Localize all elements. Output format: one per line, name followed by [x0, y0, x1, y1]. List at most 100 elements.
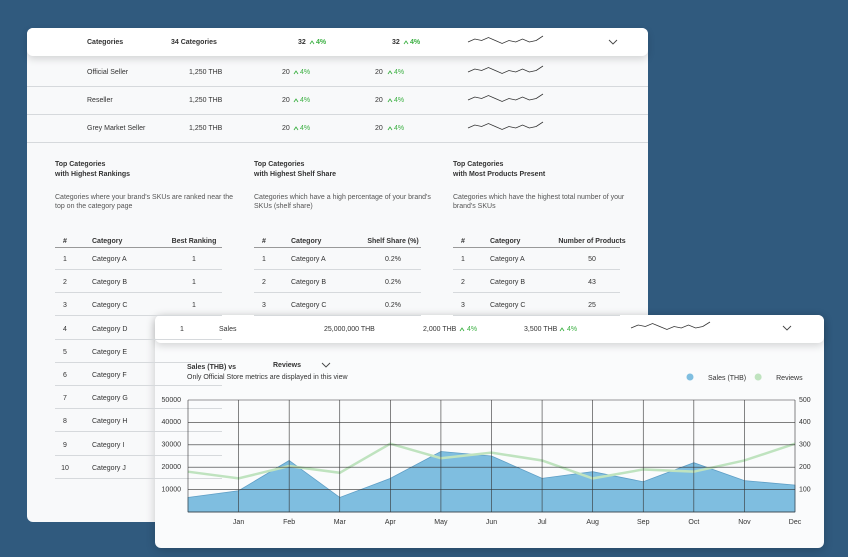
table-cell: Category B	[490, 279, 526, 287]
table-cell: Category C	[490, 302, 526, 310]
table-cell: 7	[63, 395, 67, 403]
row-metric: 20	[375, 69, 383, 76]
column-header: Category	[291, 238, 322, 245]
row-change: 4%	[300, 69, 311, 76]
row-name: Reseller	[87, 97, 113, 104]
sales-header-bar[interactable]	[155, 315, 824, 343]
table-separator	[55, 454, 222, 456]
header-change: 4%	[567, 326, 578, 333]
table-cell: 9	[63, 441, 67, 449]
table-cell: Category A	[291, 256, 326, 263]
table-separator	[254, 315, 421, 317]
row-separator	[27, 86, 648, 87]
table-cell: 2	[262, 279, 266, 287]
row-metric: 20	[282, 125, 290, 132]
row-change: 4%	[394, 69, 405, 76]
table-cell: 25	[588, 302, 596, 310]
row-metric: 20	[282, 97, 290, 104]
table-cell: 1	[192, 256, 196, 263]
table-cell: 3	[63, 302, 67, 310]
table-cell: 10	[61, 464, 69, 472]
table-cell: 4	[63, 325, 67, 333]
section-title: Top Categories	[55, 161, 106, 168]
row-metric: 20	[375, 125, 383, 132]
table-separator	[254, 292, 421, 294]
header-metric: 32	[298, 39, 306, 46]
table-cell: 43	[588, 279, 596, 287]
header-metric: 3,500 THB	[524, 326, 558, 333]
row-separator	[27, 114, 648, 115]
header-total: 25,000,000 THB	[324, 326, 375, 333]
table-cell: 0.2%	[385, 256, 401, 263]
section-description: Categories which have a high percentage …	[254, 194, 431, 210]
column-header: Category	[92, 238, 123, 245]
section-description: Categories where your brand's SKUs are r…	[55, 194, 233, 210]
table-separator	[254, 247, 421, 248]
row-change: 4%	[300, 125, 311, 132]
row-metric: 20	[375, 97, 383, 104]
header-metric: 32	[392, 39, 400, 46]
table-cell: 1	[262, 256, 266, 263]
header-name: Sales	[219, 326, 237, 333]
row-separator	[27, 142, 648, 143]
table-cell: 2	[461, 279, 465, 287]
table-separator	[55, 408, 222, 410]
table-cell: 1	[192, 302, 196, 310]
header-metric: 2,000 THB	[423, 326, 457, 333]
table-cell: 1	[63, 256, 67, 263]
table-cell: Category I	[92, 441, 125, 449]
table-separator	[55, 247, 222, 248]
table-cell: Category B	[291, 279, 327, 287]
section-title: with Most Products Present	[453, 171, 546, 178]
table-separator	[55, 269, 222, 270]
front-panel	[155, 315, 824, 548]
row-price: 1,250 THB	[189, 69, 223, 76]
table-cell: Category J	[92, 464, 126, 472]
column-header: #	[461, 238, 465, 245]
table-separator	[55, 338, 222, 340]
table-cell: 8	[63, 418, 67, 426]
row-name: Grey Market Seller	[87, 125, 146, 132]
table-cell: 1	[461, 256, 465, 263]
table-cell: 3	[262, 302, 266, 310]
section-title: Top Categories	[254, 161, 305, 168]
row-change: 4%	[394, 97, 405, 104]
table-cell: 2	[63, 279, 67, 287]
column-header: Shelf Share (%)	[367, 238, 419, 245]
category-header-bar[interactable]	[27, 28, 648, 56]
row-price: 1,250 THB	[189, 125, 223, 132]
row-metric: 20	[282, 69, 290, 76]
table-cell: Category A	[490, 256, 525, 263]
header-count: 34 Categories	[171, 39, 217, 46]
column-header: Best Ranking	[171, 238, 217, 245]
table-separator	[453, 292, 620, 294]
table-cell: 6	[63, 372, 67, 379]
header-change: 4%	[410, 39, 421, 46]
table-cell: 3	[461, 302, 465, 310]
table-cell: Category C	[291, 302, 327, 310]
column-header: Number of Products	[558, 238, 626, 245]
table-separator	[254, 269, 421, 270]
section-description: Categories which have the highest total …	[453, 194, 625, 210]
table-cell: Category B	[92, 279, 128, 287]
table-separator	[453, 247, 620, 248]
table-cell: Category D	[92, 325, 128, 333]
header-rank: 1	[180, 326, 184, 333]
column-header: #	[63, 238, 67, 245]
table-cell: Category E	[92, 348, 128, 356]
table-separator	[55, 431, 222, 433]
table-separator	[55, 385, 222, 386]
table-cell: 0.2%	[385, 279, 401, 287]
table-separator	[55, 292, 222, 294]
table-separator	[453, 315, 620, 317]
row-change: 4%	[300, 97, 311, 104]
table-separator	[55, 361, 222, 363]
column-header: Category	[490, 238, 521, 245]
row-name: Official Seller	[87, 69, 129, 76]
table-separator	[55, 315, 222, 317]
table-cell: 1	[192, 279, 196, 287]
table-cell: 0.2%	[385, 302, 401, 310]
section-title: Top Categories	[453, 161, 504, 168]
header-change: 4%	[467, 326, 478, 333]
